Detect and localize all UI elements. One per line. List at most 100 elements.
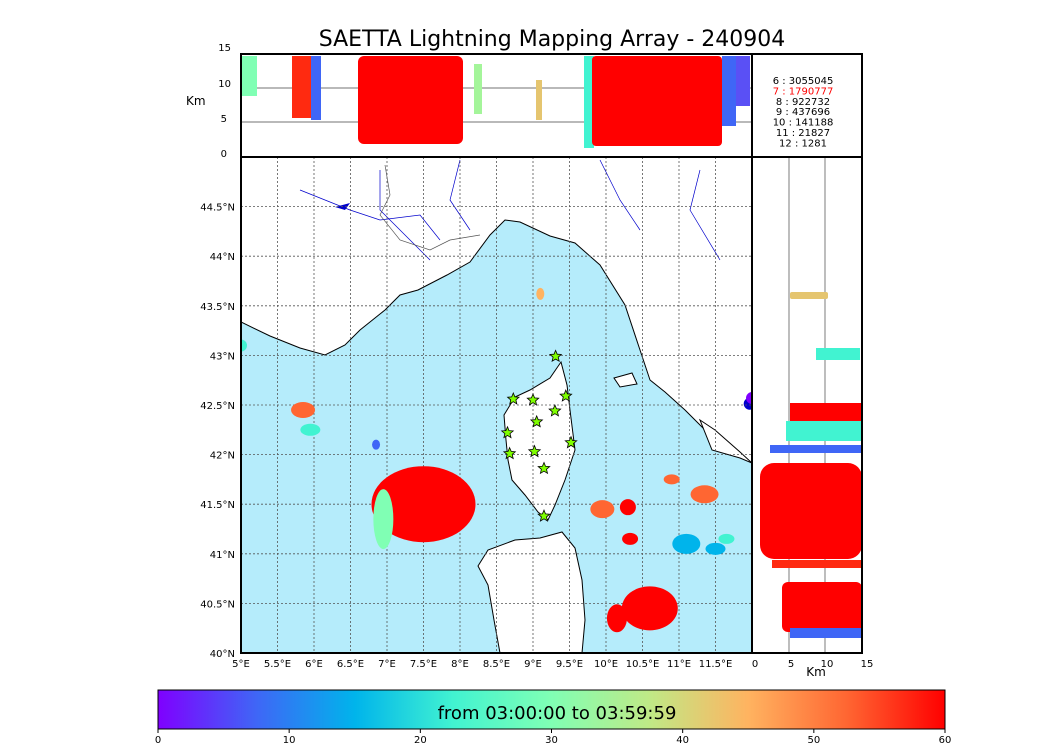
lon-tick-label: 8.5°E bbox=[483, 659, 510, 670]
station-star-icon bbox=[548, 403, 562, 417]
station-star-icon bbox=[564, 435, 578, 449]
lat-tick-label: 41°N bbox=[210, 550, 235, 561]
map-gridlines bbox=[241, 157, 752, 653]
land-italy-south bbox=[698, 418, 752, 464]
side-alt-tick: 5 bbox=[788, 659, 794, 670]
colorbar-tick-label: 30 bbox=[545, 735, 558, 746]
legend-entry: 8 : 922732 bbox=[776, 97, 830, 108]
lon-tick-label: 9.5°E bbox=[556, 659, 583, 670]
side-alt-tick: 10 bbox=[821, 659, 834, 670]
lightning-cluster bbox=[606, 604, 627, 633]
legend-entry: 6 : 3055045 bbox=[773, 76, 834, 87]
top-alt-label: Km bbox=[186, 94, 206, 108]
lightning-cluster bbox=[663, 474, 680, 485]
lightning-cluster bbox=[536, 287, 545, 300]
time-colorbar: from 03:00:00 to 03:59:59 0 10 20 30 40 50 60 bbox=[155, 689, 952, 746]
side-trace bbox=[782, 582, 862, 632]
lon-tick-label: 5°E bbox=[232, 659, 250, 670]
lon-tick-label: 9°E bbox=[524, 659, 542, 670]
legend-entry: 9 : 437696 bbox=[776, 107, 830, 118]
station-star-icon bbox=[529, 414, 544, 428]
border-lines bbox=[379, 164, 481, 251]
side-trace bbox=[786, 421, 862, 441]
side-trace bbox=[772, 560, 862, 568]
side-trace bbox=[790, 403, 862, 421]
island-elba bbox=[613, 372, 638, 388]
legend-entry: 7 : 1790777 bbox=[773, 86, 834, 97]
top-trace bbox=[241, 56, 257, 96]
top-trace bbox=[536, 80, 542, 120]
colorbar-tick-label: 60 bbox=[939, 735, 952, 746]
station-star-icon bbox=[502, 446, 517, 460]
station-star-icon bbox=[500, 425, 515, 439]
lightning-cluster bbox=[372, 439, 381, 450]
altitude-lat-panel: 0 5 10 15 Km bbox=[751, 156, 874, 679]
lightning-cluster bbox=[373, 489, 394, 550]
land-mainland-north bbox=[241, 157, 752, 464]
lightning-cluster bbox=[705, 542, 726, 555]
top-alt-tick: 15 bbox=[218, 43, 231, 54]
colorbar-tick-label: 0 bbox=[155, 735, 161, 746]
lightning-clusters bbox=[241, 287, 752, 633]
river-lines bbox=[299, 159, 721, 261]
top-alt-tick: 5 bbox=[221, 114, 227, 125]
lightning-cluster bbox=[590, 500, 615, 519]
colorbar-tick-label: 20 bbox=[414, 735, 427, 746]
top-trace bbox=[358, 56, 463, 144]
lma-stations bbox=[500, 349, 578, 522]
station-star-icon bbox=[506, 391, 520, 405]
lat-tick-label: 40°N bbox=[210, 649, 235, 660]
lightning-cluster bbox=[300, 423, 321, 436]
figure-title: SAETTA Lightning Mapping Array - 240904 bbox=[319, 27, 786, 52]
top-trace bbox=[474, 64, 482, 114]
lon-tick-label: 6°E bbox=[305, 659, 323, 670]
lat-tick-label: 42.5°N bbox=[200, 401, 235, 412]
side-trace bbox=[816, 348, 860, 360]
lon-altitude-points bbox=[241, 56, 752, 148]
island-sardinia bbox=[477, 531, 586, 653]
lon-tick-label: 11°E bbox=[667, 659, 691, 670]
side-alt-label: Km bbox=[806, 665, 826, 679]
station-star-icon bbox=[537, 461, 551, 475]
lightning-cluster bbox=[371, 466, 476, 543]
station-star-icon bbox=[537, 509, 551, 522]
lon-tick-label: 10.5°E bbox=[626, 659, 660, 670]
legend-entry: 11 : 21827 bbox=[776, 128, 830, 139]
legend-entry: 12 : 1281 bbox=[779, 138, 827, 149]
side-alt-tick: 0 bbox=[752, 659, 758, 670]
lat-tick-label: 40.5°N bbox=[200, 599, 235, 610]
lightning-cluster bbox=[622, 532, 639, 545]
lon-tick-label: 11.5°E bbox=[699, 659, 733, 670]
map-panel: 5°E 5.5°E 6°E 6.5°E 7°E 7.5°E 8°E 8.5°E 9°E 9.5°E… bbox=[200, 156, 753, 670]
lat-tick-label: 42°N bbox=[210, 451, 235, 462]
lat-tick-label: 44°N bbox=[210, 252, 235, 263]
lon-tick-label: 6.5°E bbox=[337, 659, 364, 670]
lat-tick-label: 43°N bbox=[210, 351, 235, 362]
lon-tick-label: 5.5°E bbox=[264, 659, 291, 670]
top-trace bbox=[722, 56, 736, 126]
side-alt-tick: 15 bbox=[861, 659, 874, 670]
island-corsica bbox=[503, 360, 576, 521]
side-trace bbox=[790, 628, 862, 638]
top-trace bbox=[311, 56, 321, 120]
lightning-cluster bbox=[718, 533, 735, 544]
altitude-lat-points bbox=[760, 157, 862, 653]
lightning-cluster bbox=[621, 586, 678, 631]
station-star-icon bbox=[559, 389, 573, 402]
lon-tick-label: 8°E bbox=[451, 659, 469, 670]
top-trace bbox=[736, 56, 750, 106]
legend-entry: 10 : 141188 bbox=[773, 118, 834, 129]
station-star-icon bbox=[527, 444, 542, 458]
top-trace bbox=[584, 56, 594, 148]
lon-tick-label: 7.5°E bbox=[410, 659, 437, 670]
lon-tick-label: 10°E bbox=[594, 659, 618, 670]
lon-tick-label: 7°E bbox=[378, 659, 396, 670]
lightning-cluster bbox=[690, 485, 719, 504]
lightning-cluster bbox=[241, 339, 247, 352]
lon-altitude-panel: 15 10 5 0 Km bbox=[186, 43, 753, 160]
lat-tick-label: 41.5°N bbox=[200, 500, 235, 511]
lightning-cluster bbox=[672, 533, 701, 554]
colorbar-tick-label: 50 bbox=[807, 735, 820, 746]
